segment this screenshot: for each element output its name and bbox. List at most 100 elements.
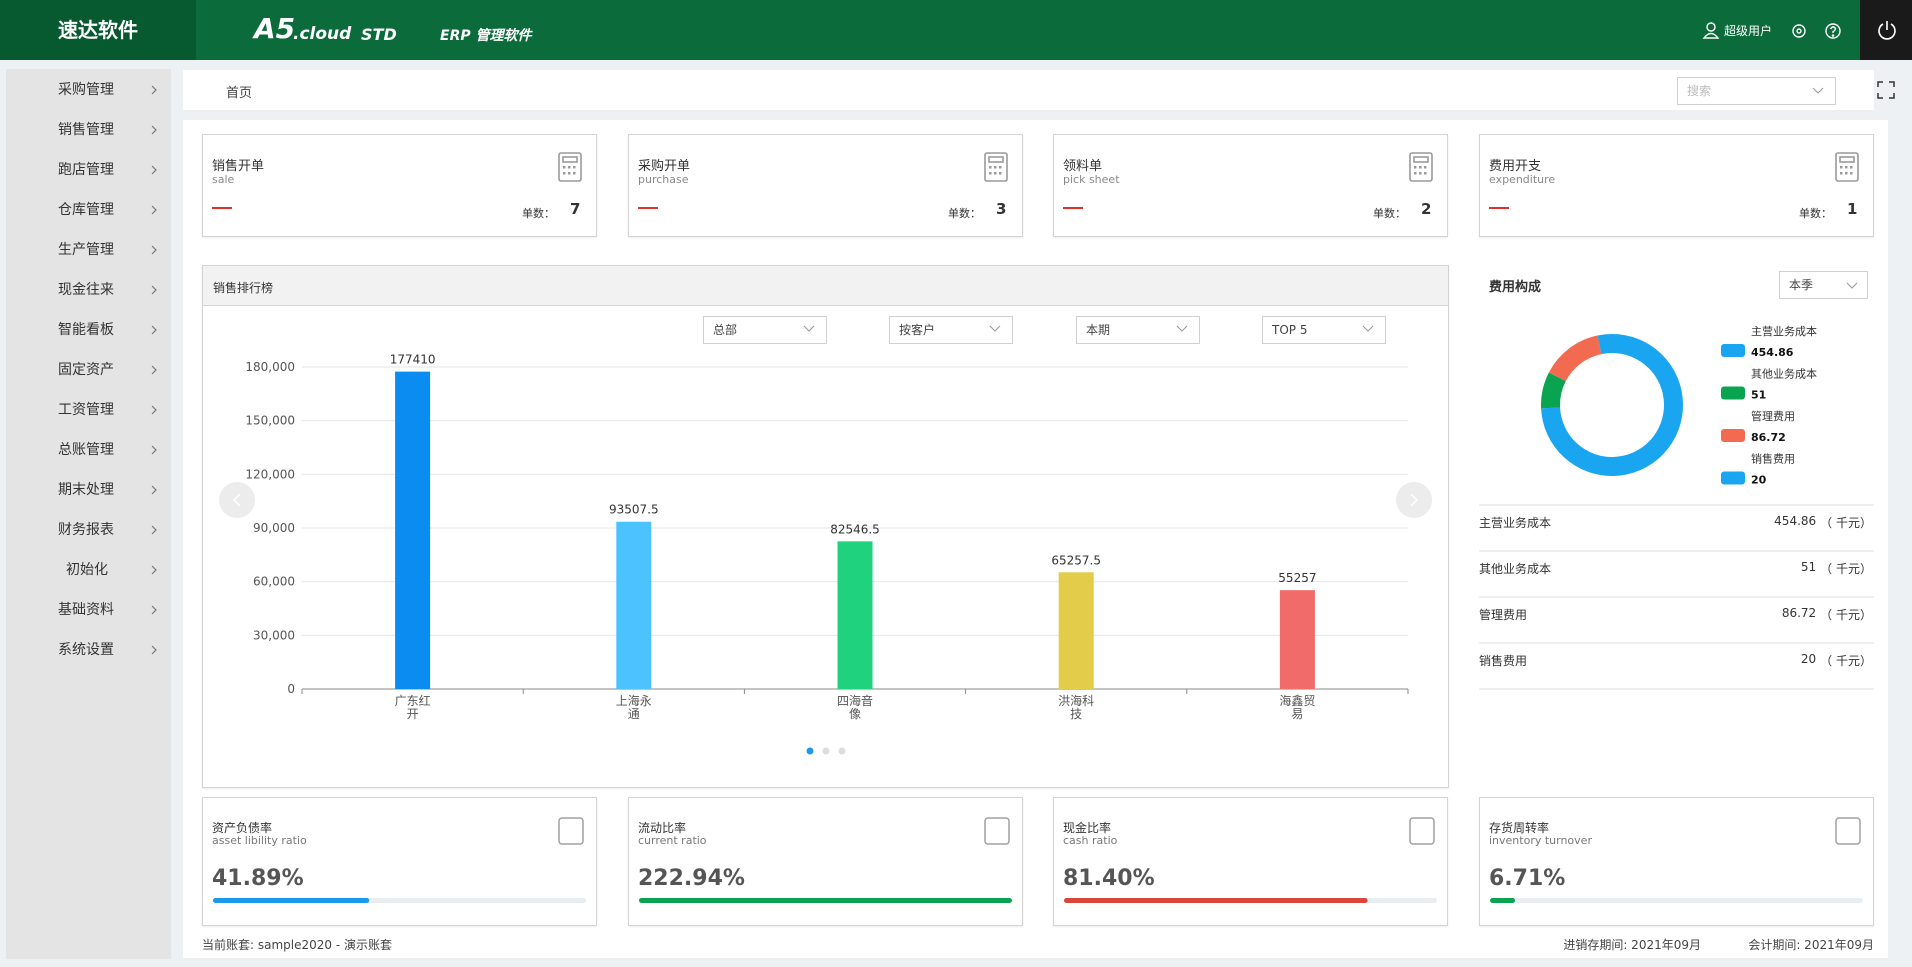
cost-title: 费用构成 xyxy=(1489,280,1542,295)
carousel-arrow[interactable] xyxy=(219,482,255,518)
menu-item[interactable]: 工资管理 xyxy=(58,402,114,418)
filter-select[interactable]: TOP 5 xyxy=(1262,316,1386,344)
icon-body xyxy=(984,152,1008,182)
y-tick-label: 90,000 xyxy=(253,521,295,535)
menu-item[interactable]: 固定资产 xyxy=(58,362,114,378)
bar xyxy=(1058,572,1094,689)
menu-chevron xyxy=(151,565,157,575)
value-label: 93507.5 xyxy=(609,503,659,517)
filter: 总部 xyxy=(713,323,738,337)
donut-segment xyxy=(1541,372,1566,409)
amount: 51 xyxy=(1800,560,1817,574)
legend-label: 主营业务成本 xyxy=(1751,324,1817,338)
card-title: 费用开支 xyxy=(1489,159,1542,174)
breadcrumb[interactable]: 首页 xyxy=(226,86,253,101)
y-tick-label: 120,000 xyxy=(245,467,295,481)
bar xyxy=(395,371,431,689)
x-tick-label: 四海音像 xyxy=(836,694,873,721)
menu-item[interactable]: 系统设置 xyxy=(58,642,114,658)
card-title: 领料单 xyxy=(1063,159,1103,174)
menu-item[interactable]: 智能看板 xyxy=(58,322,114,338)
power-icon[interactable] xyxy=(1875,18,1899,42)
help-icon[interactable] xyxy=(1825,23,1841,39)
user-icon[interactable] xyxy=(1702,22,1720,39)
card-dash xyxy=(212,207,232,209)
ratio-title: 现金比率 xyxy=(1063,821,1112,835)
ratio-title: 流动比率 xyxy=(638,821,687,835)
brand: 速达软件 xyxy=(58,18,138,42)
menu-item[interactable]: 采购管理 xyxy=(58,82,114,98)
icon-key xyxy=(1419,166,1422,169)
icon-key xyxy=(989,172,992,175)
filter-select[interactable]: 总部 xyxy=(703,316,827,344)
count-label: 单数： xyxy=(522,207,555,220)
menu-item[interactable]: 仓库管理 xyxy=(58,202,114,218)
arrow-glyph xyxy=(1410,493,1419,507)
row-name: 管理费用 xyxy=(1479,608,1528,622)
menu-chevron xyxy=(151,405,157,415)
ratio-card xyxy=(1053,797,1448,926)
menu-item[interactable]: 期末处理 xyxy=(58,482,114,498)
menu-item[interactable]: 生产管理 xyxy=(58,242,114,258)
y-tick-label: 30,000 xyxy=(253,628,295,642)
ratio-icon xyxy=(1835,817,1861,845)
count: 2 xyxy=(1421,200,1432,218)
card-dash xyxy=(638,207,658,209)
icon-key xyxy=(994,166,997,169)
card-dash xyxy=(1489,207,1509,209)
icon-key xyxy=(994,172,997,175)
menu-item[interactable]: 销售管理 xyxy=(58,122,114,138)
icon-key xyxy=(573,172,576,175)
card-subtitle: sale xyxy=(212,173,235,186)
user-name[interactable]: 超级用户 xyxy=(1724,24,1773,38)
row-value: 454.86 （ 千元） xyxy=(1774,514,1872,531)
row-name: 主营业务成本 xyxy=(1479,516,1552,530)
period-select[interactable]: 本季 xyxy=(1779,271,1868,299)
menu-chevron xyxy=(151,165,157,175)
power-block[interactable] xyxy=(1860,0,1912,60)
carousel-arrow[interactable] xyxy=(1396,482,1432,518)
product: A5 xyxy=(254,12,296,45)
icon-key xyxy=(1840,166,1843,169)
menu-chevron xyxy=(151,445,157,455)
menu-chevron xyxy=(151,205,157,215)
ratio-card xyxy=(628,797,1023,926)
account: 当前账套: sample2020 - 演示账套 xyxy=(202,938,392,952)
settings-icon[interactable] xyxy=(1792,24,1806,38)
progress-fill xyxy=(1064,898,1368,903)
unit: （ 千元） xyxy=(1820,608,1872,622)
icon-screen xyxy=(988,156,1004,163)
bar xyxy=(837,541,873,689)
search-box[interactable]: 搜索 xyxy=(1677,77,1836,105)
y-tick-label: 0 xyxy=(287,682,295,696)
legend-label: 管理费用 xyxy=(1751,409,1795,423)
icon-key xyxy=(573,166,576,169)
menu-chevron xyxy=(151,525,157,535)
menu-item[interactable]: 初始化 xyxy=(66,562,108,578)
value-label: 177410 xyxy=(390,353,436,367)
ratio-card xyxy=(1479,797,1874,926)
header-icons xyxy=(1702,22,1841,39)
icon-key xyxy=(1424,172,1427,175)
row-value: 20 （ 千元） xyxy=(1801,652,1872,669)
menu-item[interactable]: 总账管理 xyxy=(58,442,114,458)
menu-item[interactable]: 财务报表 xyxy=(58,522,114,538)
filter-select[interactable]: 本期 xyxy=(1076,316,1200,344)
menu-item[interactable]: 跑店管理 xyxy=(58,162,114,178)
fullscreen-icon[interactable] xyxy=(1876,80,1896,100)
unit: （ 千元） xyxy=(1820,516,1872,530)
caret xyxy=(1176,325,1188,332)
caret xyxy=(1846,282,1858,289)
product-suffix: .cloud xyxy=(293,24,352,44)
row-value: 51 （ 千元） xyxy=(1801,560,1872,577)
icon-body xyxy=(1409,152,1433,182)
row-value: 86.72 （ 千元） xyxy=(1782,606,1872,623)
icon-key xyxy=(1850,166,1853,169)
menu-item[interactable]: 现金往来 xyxy=(58,282,114,298)
card-subtitle: purchase xyxy=(638,173,689,186)
page-dot xyxy=(822,747,830,755)
menu-item[interactable]: 基础资料 xyxy=(58,602,114,618)
filter-select[interactable]: 按客户 xyxy=(889,316,1013,344)
icon-key xyxy=(1414,172,1417,175)
